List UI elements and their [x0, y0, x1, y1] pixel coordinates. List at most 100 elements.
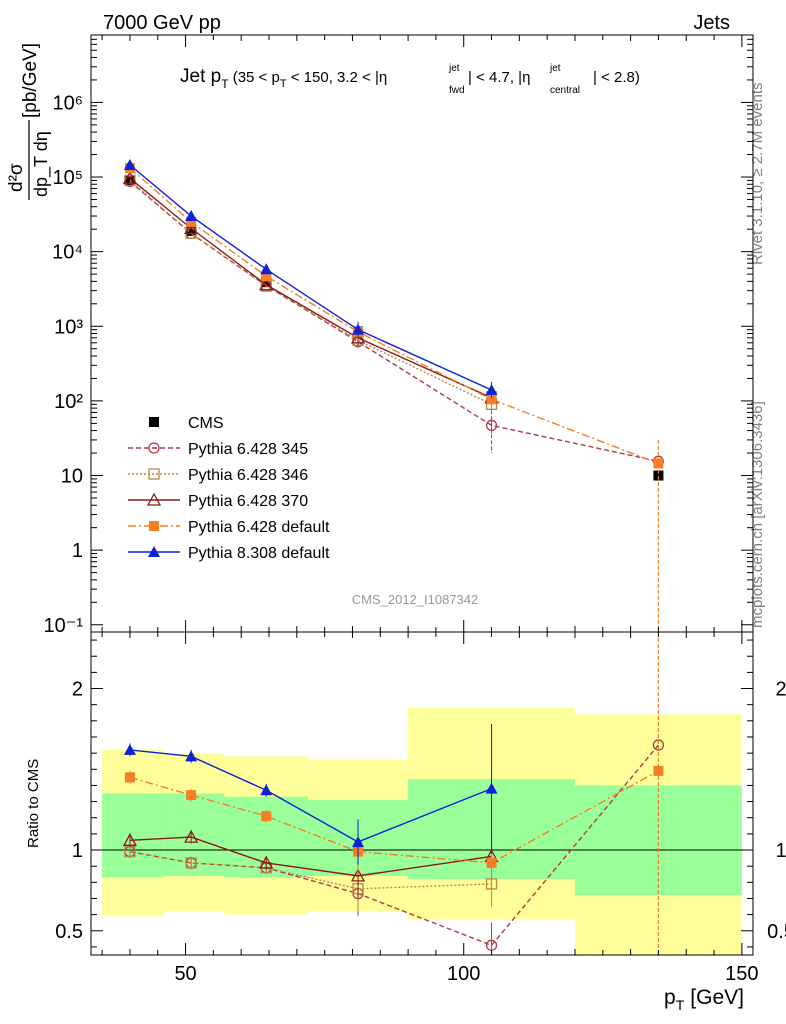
main-frame	[90, 34, 754, 633]
legend-marker	[148, 468, 160, 480]
ratio-y-tick-label-right: 2	[775, 679, 786, 701]
ratio-point	[352, 835, 365, 847]
ratio-point	[260, 784, 273, 796]
data-point	[186, 225, 197, 236]
main-axis-ticks: 10⁻¹ 1 10 10² 10³ 10⁴ 10⁵ 10⁶	[44, 34, 753, 637]
legend: CMS Pythia 6.428 345 Pythia 6.428 346 Pythi…	[128, 415, 330, 562]
title-central-sub: central	[550, 85, 580, 96]
legend-label: Pythia 6.428 default	[188, 519, 330, 536]
data-point	[352, 323, 365, 335]
x-label-units: [GeV]	[690, 986, 744, 1009]
ratio-axis-ticks: 0.5 0.5 1 1 2 2	[55, 639, 786, 948]
data-point	[122, 170, 138, 184]
title-sub-t: T	[221, 77, 229, 91]
ratio-point	[259, 855, 274, 869]
ratio-y-tick-label-left: 0.5	[55, 921, 83, 943]
main-series	[122, 158, 665, 632]
ratio-point	[486, 857, 497, 868]
series-line	[129, 167, 659, 465]
ratio-point	[124, 772, 135, 783]
data-point	[653, 470, 664, 481]
series-line	[129, 164, 492, 391]
legend-entry-cms: CMS	[149, 415, 224, 432]
x-tick-label: 100	[447, 963, 480, 985]
band-inner	[163, 793, 225, 876]
y-label-units: [pb/GeV]	[20, 43, 41, 118]
ratio-point	[350, 868, 366, 882]
legend-label: Pythia 6.428 370	[188, 493, 308, 510]
ratio-point	[185, 750, 198, 762]
data-point	[261, 277, 272, 288]
legend-marker	[149, 417, 159, 427]
legend-entry-pythia-6-428-default: Pythia 6.428 default	[128, 519, 330, 536]
main-y-tick-label: 10²	[54, 391, 83, 413]
main-y-tick-label: 10⁶	[53, 92, 83, 114]
plot-title: Jet pT (35 < pT < 150, 3.2 < |η	[180, 66, 387, 91]
main-y-tick-label: 10³	[54, 316, 83, 338]
ratio-series-pythia-6-428-370	[122, 829, 499, 899]
legend-label: Pythia 8.308 default	[188, 545, 330, 562]
main-y-tick-label: 10⁻¹	[44, 615, 84, 637]
legend-marker	[148, 442, 160, 454]
data-point	[260, 280, 272, 292]
data-point	[260, 263, 273, 275]
ratio-label: Ratio to CMS	[25, 759, 42, 848]
y-axis-label: d²σ dp_T dη [pb/GeV]	[6, 43, 52, 200]
data-point	[653, 458, 664, 469]
ratio-point	[485, 782, 498, 794]
ratio-line	[129, 770, 659, 864]
title-jet-sup: jet	[448, 63, 460, 74]
series-pythia-8-308-default	[123, 158, 498, 398]
data-point	[485, 383, 498, 395]
data-point	[186, 216, 197, 227]
ratio-y-tick-label-left: 2	[72, 679, 83, 701]
main-y-tick-label: 10⁴	[52, 242, 83, 264]
ratio-point	[123, 743, 136, 755]
ratio-line	[129, 744, 659, 947]
data-point	[486, 394, 497, 405]
ratio-panel: 0.5 0.5 1 1 2 2	[55, 631, 786, 956]
ratio-point	[261, 811, 272, 822]
legend-entry-pythia-6-428-370: Pythia 6.428 370	[128, 492, 308, 510]
legend-marker	[148, 546, 160, 557]
series-line	[129, 179, 492, 405]
title-sub-t-2: T	[280, 78, 287, 90]
legend-entry-pythia-6-428-345: Pythia 6.428 345	[128, 441, 308, 458]
ratio-series-pythia-8-308-default	[123, 724, 498, 865]
data-point	[185, 210, 198, 222]
x-label-p: p	[664, 986, 676, 1009]
x-tick-label: 150	[725, 963, 758, 985]
data-point	[350, 330, 366, 344]
series-line	[129, 177, 492, 399]
x-label-sub: T	[676, 997, 685, 1013]
band-inner	[102, 793, 164, 878]
legend-label: CMS	[188, 415, 224, 432]
main-y-tick-label: 10	[61, 466, 83, 488]
header-right: Jets	[693, 12, 730, 34]
watermark: CMS_2012_I1087342	[352, 592, 479, 607]
title-detail-b: < 150, 3.2 < |η	[287, 69, 388, 86]
ratio-point	[122, 832, 138, 846]
x-tick-label: 50	[174, 963, 196, 985]
main-y-tick-label: 10⁵	[52, 167, 83, 189]
title-fwd-sub: fwd	[449, 85, 465, 96]
data-point	[259, 277, 274, 291]
ratio-y-tick-label-left: 1	[72, 840, 83, 862]
data-point	[123, 158, 136, 170]
legend-entry-pythia-6-428-346: Pythia 6.428 346	[128, 467, 308, 484]
main-y-tick-label: 1	[72, 540, 83, 562]
y-label-den: dp_T dη	[31, 131, 52, 197]
title-main: Jet p	[180, 66, 221, 87]
x-axis-ticks: 50 100 150	[101, 35, 759, 985]
ratio-y-tick-label-right: 1	[775, 840, 786, 862]
ratio-point	[184, 829, 199, 843]
ratio-point	[186, 790, 197, 801]
x-axis-label: pT [GeV]	[664, 986, 744, 1013]
series-pythia-6-428-346	[124, 174, 498, 413]
ratio-series	[122, 632, 665, 955]
header-left: 7000 GeV pp	[103, 12, 221, 34]
main-panel: 10⁻¹ 1 10 10² 10³ 10⁴ 10⁵ 10⁶	[44, 34, 754, 637]
ratio-frame	[90, 631, 754, 956]
series-line	[129, 180, 659, 462]
